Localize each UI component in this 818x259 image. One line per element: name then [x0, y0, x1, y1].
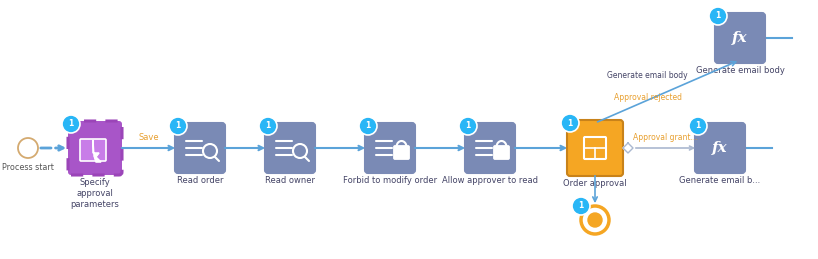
Text: Approval grant...: Approval grant...	[633, 133, 698, 142]
Circle shape	[561, 114, 579, 132]
FancyBboxPatch shape	[68, 121, 122, 175]
Text: Generate email b...: Generate email b...	[680, 176, 761, 185]
Circle shape	[169, 117, 187, 135]
FancyBboxPatch shape	[175, 123, 225, 173]
Text: Specify
approval
parameters: Specify approval parameters	[70, 178, 119, 209]
Text: Forbid to modify order: Forbid to modify order	[343, 176, 437, 185]
Circle shape	[359, 117, 377, 135]
Circle shape	[588, 213, 602, 227]
FancyBboxPatch shape	[494, 146, 509, 159]
Text: Order approval: Order approval	[563, 179, 627, 188]
FancyBboxPatch shape	[365, 123, 415, 173]
Circle shape	[709, 7, 727, 25]
Text: 1: 1	[465, 121, 470, 131]
Text: 1: 1	[175, 121, 181, 131]
Text: 1: 1	[578, 202, 583, 211]
Text: 1: 1	[265, 121, 271, 131]
Text: Generate email body: Generate email body	[695, 66, 784, 75]
FancyBboxPatch shape	[715, 13, 765, 63]
FancyBboxPatch shape	[465, 123, 515, 173]
FancyBboxPatch shape	[567, 120, 623, 176]
Text: 1: 1	[568, 119, 573, 127]
Text: 1: 1	[716, 11, 721, 20]
Circle shape	[572, 197, 590, 215]
FancyBboxPatch shape	[80, 139, 106, 161]
Text: fx: fx	[712, 141, 728, 155]
Text: 1: 1	[695, 121, 701, 131]
Text: fx: fx	[732, 31, 748, 45]
Text: Approval rejected: Approval rejected	[614, 93, 681, 103]
Text: Save: Save	[138, 133, 159, 142]
Text: Read order: Read order	[177, 176, 223, 185]
Text: Generate email body: Generate email body	[607, 70, 688, 80]
Polygon shape	[93, 140, 101, 162]
FancyBboxPatch shape	[695, 123, 745, 173]
Circle shape	[581, 206, 609, 234]
Text: Read owner: Read owner	[265, 176, 315, 185]
Circle shape	[62, 115, 80, 133]
Text: 1: 1	[366, 121, 371, 131]
Text: 1: 1	[69, 119, 74, 128]
Circle shape	[259, 117, 277, 135]
Circle shape	[18, 138, 38, 158]
Circle shape	[459, 117, 477, 135]
Polygon shape	[623, 143, 633, 153]
FancyBboxPatch shape	[394, 146, 409, 159]
FancyBboxPatch shape	[265, 123, 315, 173]
Text: Allow approver to read: Allow approver to read	[442, 176, 538, 185]
Text: Process start: Process start	[2, 163, 54, 172]
Circle shape	[689, 117, 707, 135]
